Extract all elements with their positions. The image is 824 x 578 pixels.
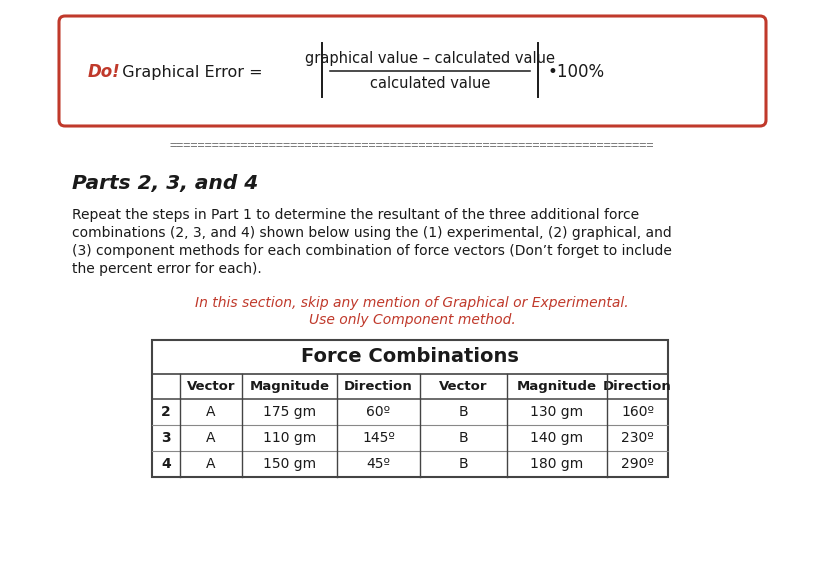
Text: 60º: 60º xyxy=(367,405,391,419)
Text: Repeat the steps in Part 1 to determine the resultant of the three additional fo: Repeat the steps in Part 1 to determine … xyxy=(72,208,639,222)
Text: combinations (2, 3, and 4) shown below using the (1) experimental, (2) graphical: combinations (2, 3, and 4) shown below u… xyxy=(72,226,672,240)
Text: Magnitude: Magnitude xyxy=(517,380,597,393)
Text: Graphical Error =: Graphical Error = xyxy=(112,65,263,80)
Text: graphical value – calculated value: graphical value – calculated value xyxy=(305,50,555,65)
Text: 145º: 145º xyxy=(362,431,395,445)
Text: 4: 4 xyxy=(162,457,171,471)
Text: 230º: 230º xyxy=(621,431,654,445)
Text: 180 gm: 180 gm xyxy=(531,457,583,471)
Text: Magnitude: Magnitude xyxy=(250,380,330,393)
Text: Direction: Direction xyxy=(603,380,672,393)
FancyBboxPatch shape xyxy=(59,16,766,126)
Text: Do!: Do! xyxy=(88,63,121,81)
Text: 45º: 45º xyxy=(367,457,391,471)
Text: Use only Component method.: Use only Component method. xyxy=(309,313,515,327)
Text: 2: 2 xyxy=(162,405,171,419)
Text: Vector: Vector xyxy=(187,380,235,393)
Text: A: A xyxy=(206,457,216,471)
Text: 175 gm: 175 gm xyxy=(263,405,316,419)
Text: 110 gm: 110 gm xyxy=(263,431,316,445)
Text: B: B xyxy=(459,457,468,471)
Text: Direction: Direction xyxy=(344,380,413,393)
Text: •100%: •100% xyxy=(548,63,605,81)
Text: 3: 3 xyxy=(162,431,171,445)
Text: 150 gm: 150 gm xyxy=(263,457,316,471)
Text: B: B xyxy=(459,405,468,419)
Text: (3) component methods for each combination of force vectors (Don’t forget to inc: (3) component methods for each combinati… xyxy=(72,244,672,258)
Text: the percent error for each).: the percent error for each). xyxy=(72,262,262,276)
Text: calculated value: calculated value xyxy=(370,76,490,91)
Text: Force Combinations: Force Combinations xyxy=(301,347,519,366)
Text: 140 gm: 140 gm xyxy=(531,431,583,445)
Text: 130 gm: 130 gm xyxy=(531,405,583,419)
Text: Parts 2, 3, and 4: Parts 2, 3, and 4 xyxy=(72,173,258,192)
Text: 290º: 290º xyxy=(621,457,654,471)
Text: Vector: Vector xyxy=(439,380,488,393)
Text: A: A xyxy=(206,405,216,419)
Text: In this section, skip any mention of Graphical or Experimental.: In this section, skip any mention of Gra… xyxy=(195,296,629,310)
Text: B: B xyxy=(459,431,468,445)
Text: 160º: 160º xyxy=(621,405,654,419)
Text: A: A xyxy=(206,431,216,445)
Bar xyxy=(152,340,668,477)
Text: ====================================================================: ========================================… xyxy=(170,139,654,153)
